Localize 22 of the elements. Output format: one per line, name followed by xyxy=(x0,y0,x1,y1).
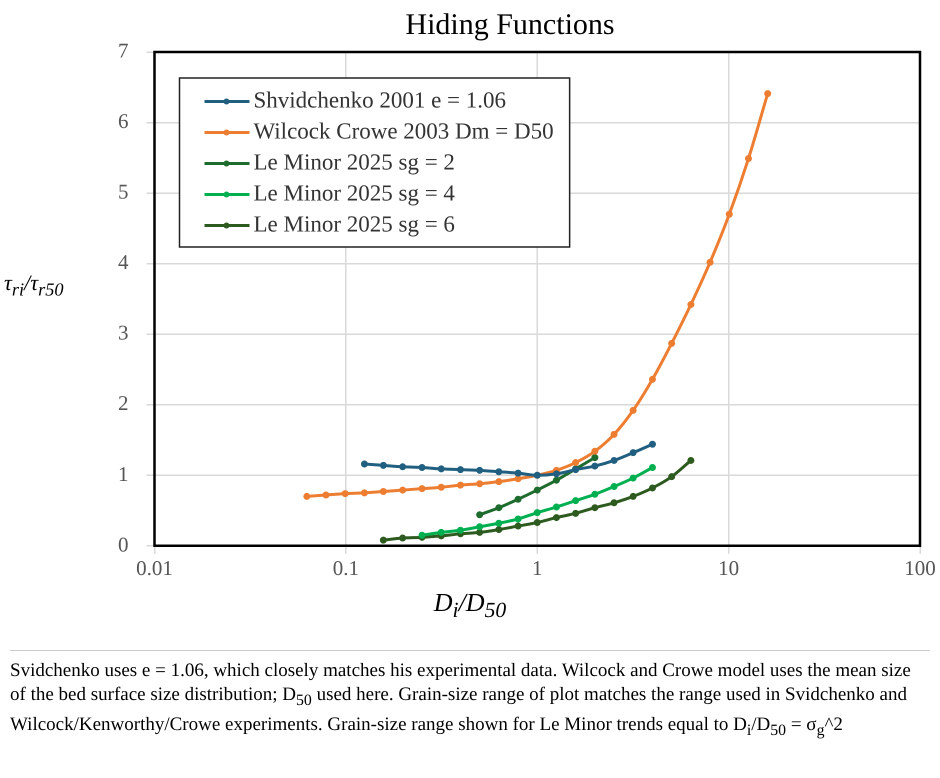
y-tick-label: 1 xyxy=(118,462,128,486)
legend-label: Wilcock Crowe 2003 Dm = D50 xyxy=(254,118,554,144)
legend-label: Le Minor 2025 sg = 4 xyxy=(254,180,456,206)
x-tick-label: 100 xyxy=(904,556,936,580)
y-axis-title: τ$_{ri}$/τ$_{r50}$ xyxy=(4,270,65,300)
y-tick-label: 2 xyxy=(118,391,128,416)
legend-label: Le Minor 2025 sg = 2 xyxy=(254,150,455,175)
y-tick-label: 4 xyxy=(118,250,129,274)
x-axis-title: D$_{i}$/D$_{50}$ xyxy=(432,588,508,624)
y-tick-label: 0 xyxy=(118,532,128,556)
chart-title: Hiding Functions xyxy=(405,8,615,41)
y-tick-label: 5 xyxy=(118,180,128,204)
x-tick-label: 0.1 xyxy=(332,556,359,580)
y-tick-label: 6 xyxy=(118,109,128,134)
legend-label: Shvidchenko 2001 e = 1.06 xyxy=(254,88,506,113)
legend-label: Le Minor 2025 sg = 6 xyxy=(254,212,455,237)
x-tick-label: 10 xyxy=(718,556,740,580)
y-tick-label: 7 xyxy=(118,38,128,63)
x-tick-label: 0.01 xyxy=(136,556,173,580)
y-tick-label: 3 xyxy=(118,320,128,345)
x-tick-label: 1 xyxy=(532,556,542,580)
text: Svidchenko uses e = 1.06, which closely matches his experimental data. Wilcock and Crowe model uses the mean size of the bed surface size distribution; D$_{50}$ used here. Grain-size range of plot matches the range used in Svidchenko and Wilcock/Kenworthy/Crowe experiments. Grain-size range shown for Le Minor trends equal to D$_{i}$/D$_{50}$ = σ$_{g}$^2 xyxy=(10,660,911,739)
